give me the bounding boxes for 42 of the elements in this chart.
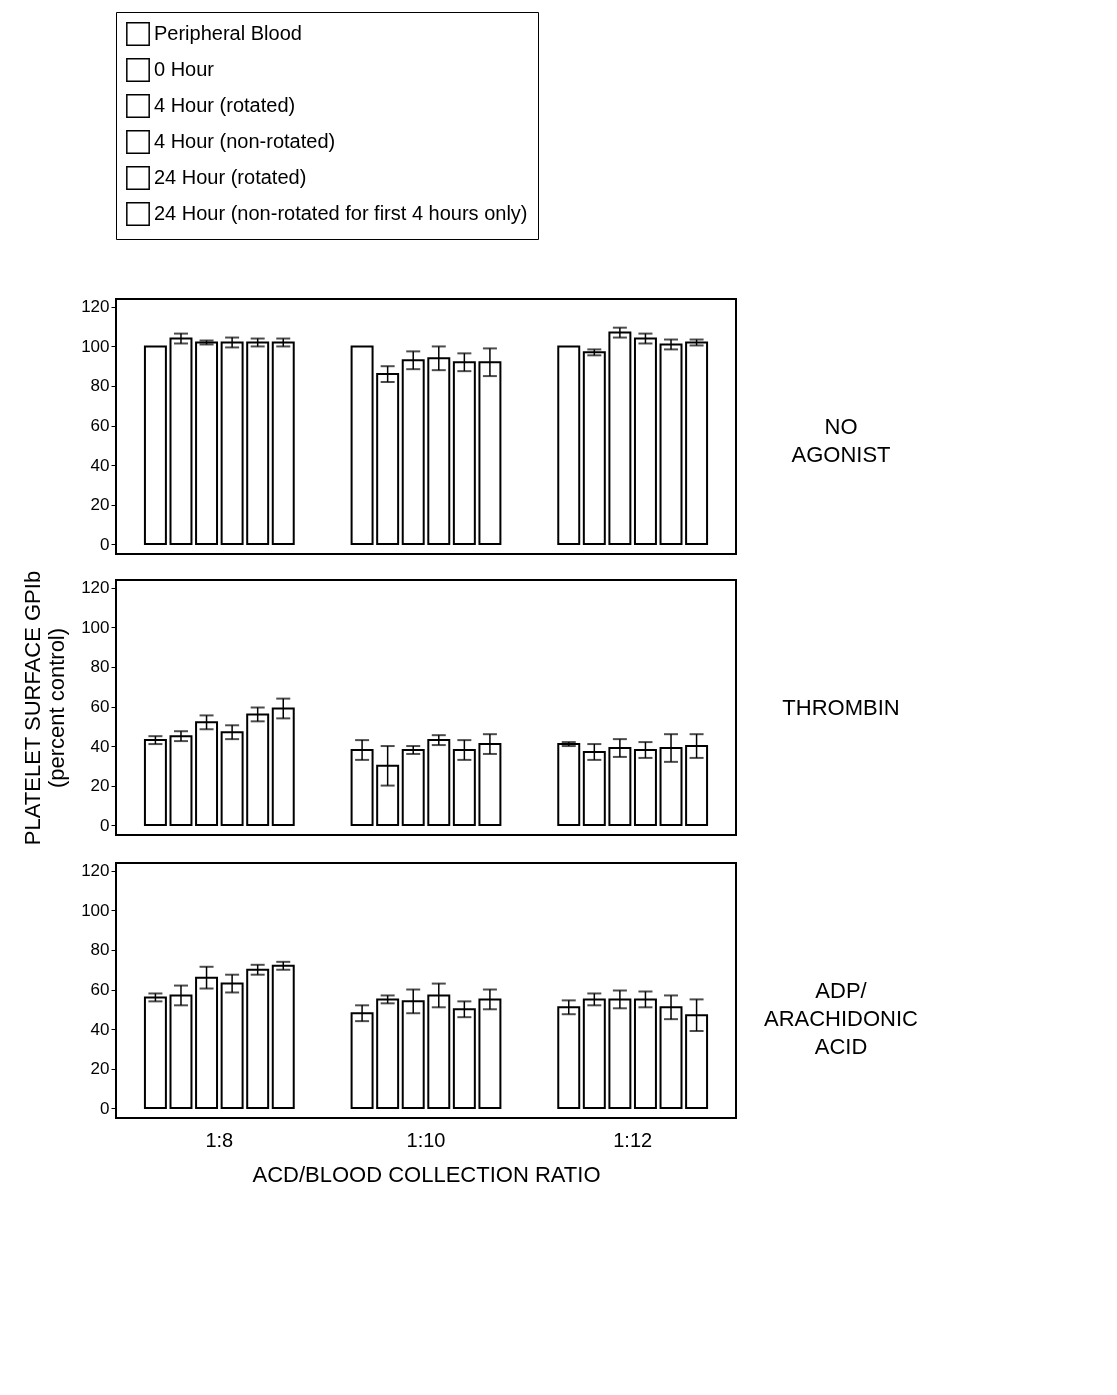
legend-label: 4 Hour (non-rotated) (154, 130, 336, 152)
y-tick-label: 60 (90, 697, 110, 717)
bar (350, 345, 374, 546)
legend-label: Peripheral Blood (154, 22, 302, 44)
bar (582, 998, 606, 1110)
bar (557, 345, 581, 546)
y-tick-label: 0 (100, 1098, 110, 1118)
y-tick-label: 80 (90, 940, 110, 960)
y-tick-label: 120 (81, 297, 110, 317)
y-tick-label: 120 (81, 578, 110, 598)
y-tick-label: 80 (90, 657, 110, 677)
y-tick-label: 20 (90, 776, 110, 796)
x-tick-label: 1:8 (205, 1128, 234, 1151)
y-tick-label: 100 (81, 900, 110, 920)
text: NO AGONIST (791, 413, 891, 467)
y-tick-label: 20 (90, 1059, 110, 1079)
text: ADP/ ARACHIDONIC ACID (763, 977, 919, 1059)
y-tick-label: 20 (90, 495, 110, 515)
x-axis-title: ACD/BLOOD COLLECTION RATIO (252, 1161, 601, 1187)
y-tick-label: 60 (90, 980, 110, 1000)
bar (557, 743, 581, 827)
text: THROMBIN (782, 694, 900, 720)
y-tick-label: 100 (81, 617, 110, 637)
y-tick-label: 0 (100, 534, 110, 554)
x-tick-label: 1:10 (406, 1128, 446, 1151)
x-tick-label: 1:12 (613, 1128, 653, 1151)
y-tick-label: 40 (90, 1019, 110, 1039)
legend-label: 4 Hour (rotated) (154, 94, 296, 116)
legend-label: 0 Hour (154, 58, 215, 80)
y-tick-label: 80 (90, 376, 110, 396)
bar (195, 341, 219, 546)
legend-label: 24 Hour (non-rotated for first 4 hours only) (154, 202, 528, 224)
y-tick-label: 120 (81, 861, 110, 881)
y-tick-label: 40 (90, 736, 110, 756)
legend-label: 24 Hour (rotated) (154, 166, 307, 188)
y-tick-label: 60 (90, 416, 110, 436)
bar (143, 345, 167, 546)
y-tick-label: 40 (90, 455, 110, 475)
bar (246, 713, 270, 827)
y-axis-title: PLATELET SURFACE GPIb (percent control) (20, 570, 70, 846)
y-tick-label: 0 (100, 815, 110, 835)
y-tick-label: 100 (81, 336, 110, 356)
